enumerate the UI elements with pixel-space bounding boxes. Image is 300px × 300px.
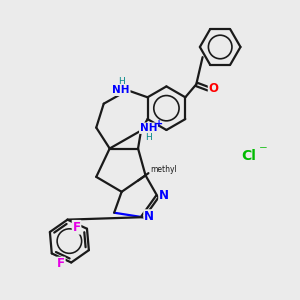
Text: H: H [118,77,124,86]
Text: N: N [144,210,154,223]
Text: NH: NH [112,85,130,95]
Text: F: F [73,221,80,234]
Text: N: N [159,189,169,202]
Text: H: H [145,133,152,142]
Text: +: + [155,119,163,129]
Text: Cl: Cl [241,149,256,163]
Text: O: O [208,82,219,95]
Text: methyl: methyl [150,165,177,174]
Text: ⁻: ⁻ [259,142,268,160]
Text: NH: NH [140,123,157,133]
Text: F: F [57,257,65,271]
